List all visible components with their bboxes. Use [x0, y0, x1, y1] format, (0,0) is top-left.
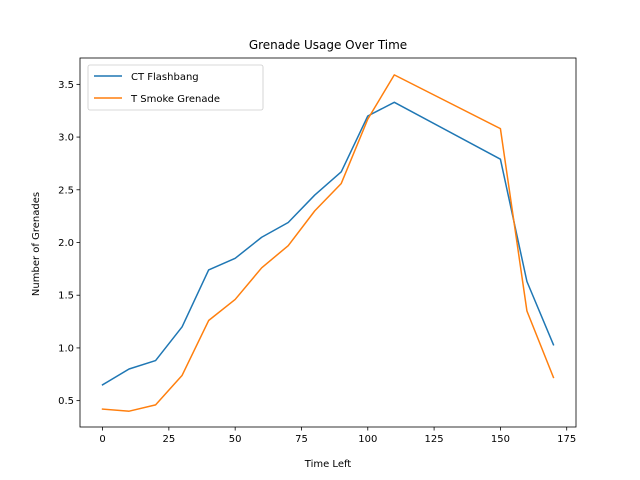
x-tick-label: 100 [358, 434, 377, 445]
x-tick-label: 0 [99, 434, 105, 445]
y-tick-label: 3.0 [58, 133, 74, 144]
y-axis-label: Number of Grenades [31, 192, 42, 296]
x-tick-label: 175 [557, 434, 576, 445]
x-tick-label: 75 [295, 434, 308, 445]
x-tick-label: 50 [229, 434, 242, 445]
legend-label-0: CT Flashbang [131, 72, 199, 83]
x-tick-label: 150 [491, 434, 510, 445]
series-line-1 [101, 74, 555, 412]
plot-area: 0 25 50 75 100 125 150 175 0.5 1.0 1.5 2.0 2.5 3.0 3.5 [58, 57, 577, 445]
y-tick-label: 2.0 [58, 238, 74, 249]
chart-title: Grenade Usage Over Time [249, 38, 407, 52]
y-tick-label: 1.0 [58, 343, 74, 354]
legend-frame [87, 64, 264, 111]
y-tick-label: 0.5 [58, 396, 74, 407]
y-tick-label: 3.5 [58, 80, 74, 91]
x-axis-label: Time Left [304, 459, 352, 470]
legend: CT Flashbang T Smoke Grenade [87, 64, 264, 111]
legend-label-1: T Smoke Grenade [130, 94, 220, 105]
series-line-0 [101, 101, 555, 386]
y-tick-label: 1.5 [58, 291, 74, 302]
x-tick-label: 125 [425, 434, 444, 445]
y-tick-label: 2.5 [58, 185, 74, 196]
x-tick-label: 25 [162, 434, 175, 445]
